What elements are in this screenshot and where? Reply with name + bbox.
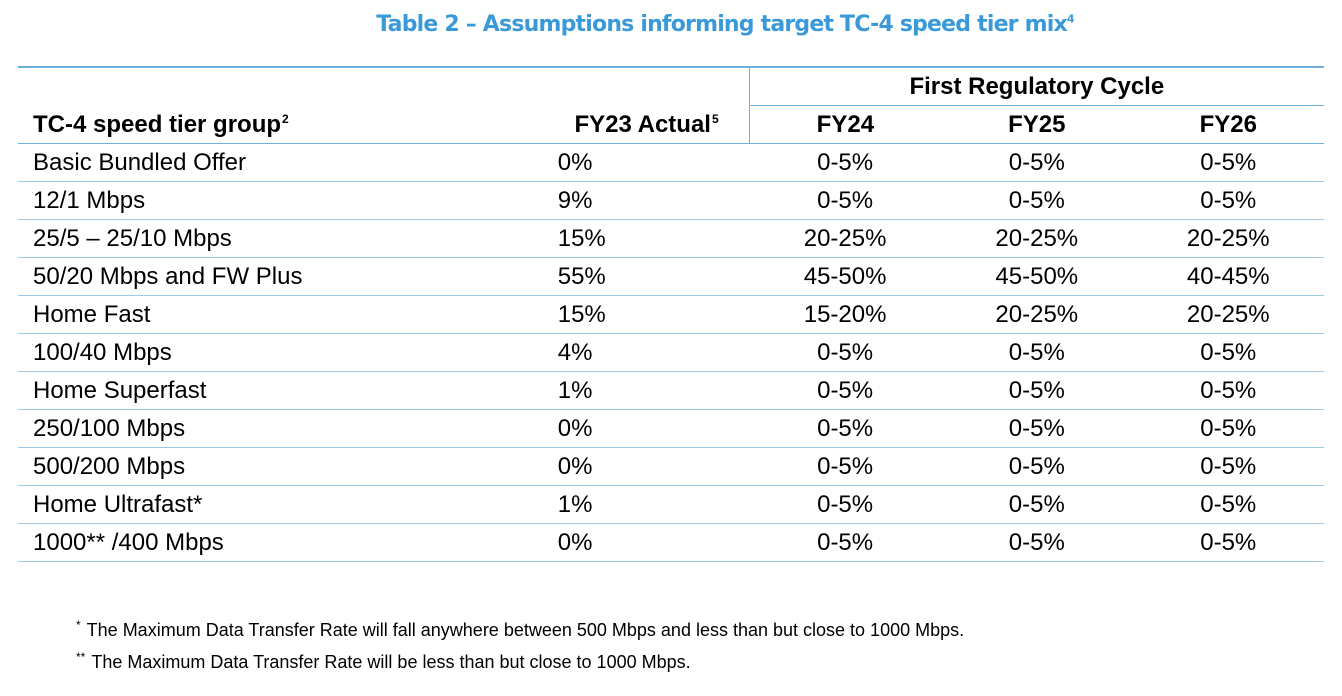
header-fy23-actual: FY23 Actual5 — [477, 105, 750, 144]
fy26-cell: 0-5% — [1132, 523, 1324, 562]
fy24-cell: 0-5% — [749, 181, 942, 220]
fy23-cell: 1% — [477, 485, 750, 524]
table-title: Table 2 – Assumptions informing target T… — [0, 12, 1342, 37]
fy25-cell: 0-5% — [941, 371, 1133, 410]
table-row: 50/20 Mbps and FW Plus 55% 45-50% 45-50% 40-… — [18, 257, 1324, 296]
tier-group-cell: Home Ultrafast* — [18, 485, 478, 524]
group-header-row: First Regulatory Cycle — [18, 66, 1324, 106]
tier-group-cell: Home Fast — [18, 295, 478, 334]
tier-group-cell: 25/5 – 25/10 Mbps — [18, 219, 478, 258]
header-tier-group-label: TC-4 speed tier group — [33, 110, 282, 138]
header-tier-group-footnote-ref: 2 — [282, 111, 289, 126]
tier-group-cell: Home Superfast — [18, 371, 478, 410]
fy23-cell: 0% — [477, 409, 750, 448]
fy23-cell: 1% — [477, 371, 750, 410]
fy26-cell: 40-45% — [1132, 257, 1324, 296]
tier-group-cell: Basic Bundled Offer — [18, 143, 478, 182]
tier-group-cell: 1000** /400 Mbps — [18, 523, 478, 562]
fy26-cell: 0-5% — [1132, 447, 1324, 486]
fy24-cell: 20-25% — [749, 219, 942, 258]
fy24-cell: 0-5% — [749, 447, 942, 486]
tier-group-cell: 500/200 Mbps — [18, 447, 478, 486]
table-row: 12/1 Mbps 9% 0-5% 0-5% 0-5% — [18, 181, 1324, 220]
fy23-cell: 0% — [477, 523, 750, 562]
fy24-cell: 0-5% — [749, 143, 942, 182]
header-fy24: FY24 — [748, 105, 942, 144]
fy23-cell: 15% — [477, 295, 750, 334]
footnote-1: * The Maximum Data Transfer Rate will fal… — [76, 618, 965, 652]
footnote-2: ** The Maximum Data Transfer Rate will be… — [76, 650, 964, 684]
fy23-cell: 15% — [477, 219, 750, 258]
tier-group-cell: 12/1 Mbps — [18, 181, 478, 220]
fy23-cell: 55% — [477, 257, 750, 296]
fy25-cell: 45-50% — [941, 257, 1133, 296]
tier-group-cell: 100/40 Mbps — [18, 333, 478, 372]
header-fy23-label: FY23 Actual — [574, 110, 711, 138]
table-row: Basic Bundled Offer 0% 0-5% 0-5% 0-5% — [18, 143, 1324, 182]
tier-group-cell: 250/100 Mbps — [18, 409, 478, 448]
fy25-cell: 0-5% — [941, 333, 1133, 372]
fy24-cell: 0-5% — [749, 333, 942, 372]
fy26-cell: 0-5% — [1132, 371, 1324, 410]
tier-group-cell: 50/20 Mbps and FW Plus — [18, 257, 478, 296]
table-row: 1000** /400 Mbps 0% 0-5% 0-5% 0-5% — [18, 523, 1324, 562]
table-row: 250/100 Mbps 0% 0-5% 0-5% 0-5% — [18, 409, 1324, 448]
fy26-cell: 20-25% — [1132, 219, 1324, 258]
fy23-cell: 0% — [477, 447, 750, 486]
empty-header-cell — [18, 66, 478, 106]
fy25-cell: 20-25% — [941, 295, 1133, 334]
empty-header-cell — [477, 66, 750, 106]
table-row: 25/5 – 25/10 Mbps 15% 20-25% 20-25% 20-25% — [18, 219, 1324, 258]
table-title-text: Table 2 – Assumptions informing target T… — [376, 12, 1067, 37]
footnote-2-mark: ** — [76, 650, 86, 664]
fy25-cell: 0-5% — [941, 523, 1133, 562]
footnote-1-text: The Maximum Data Transfer Rate will fall… — [86, 620, 965, 640]
fy23-cell: 4% — [477, 333, 750, 372]
fy26-cell: 0-5% — [1132, 409, 1324, 448]
table-row: Home Ultrafast* 1% 0-5% 0-5% 0-5% — [18, 485, 1324, 524]
footnote-1-mark: * — [76, 618, 81, 632]
fy24-cell: 0-5% — [749, 371, 942, 410]
fy26-cell: 0-5% — [1132, 485, 1324, 524]
table-row: Home Fast 15% 15-20% 20-25% 20-25% — [18, 295, 1324, 334]
table-body: Basic Bundled Offer 0% 0-5% 0-5% 0-5% 12/1 Mb… — [18, 143, 1324, 562]
fy25-cell: 0-5% — [941, 485, 1133, 524]
table-row: Home Superfast 1% 0-5% 0-5% 0-5% — [18, 371, 1324, 410]
column-header-row: TC-4 speed tier group2 FY23 Actual5 FY24… — [18, 105, 1324, 144]
header-tier-group: TC-4 speed tier group2 — [18, 105, 478, 144]
regulatory-cycle-header: First Regulatory Cycle — [748, 66, 1324, 106]
fy25-cell: 20-25% — [941, 219, 1133, 258]
header-fy25: FY25 — [941, 105, 1133, 144]
fy26-cell: 0-5% — [1132, 333, 1324, 372]
fy24-cell: 0-5% — [749, 485, 942, 524]
fy26-cell: 0-5% — [1132, 181, 1324, 220]
fy25-cell: 0-5% — [941, 409, 1133, 448]
fy23-cell: 0% — [477, 143, 750, 182]
table-row: 100/40 Mbps 4% 0-5% 0-5% 0-5% — [18, 333, 1324, 372]
fy25-cell: 0-5% — [941, 143, 1133, 182]
fy23-cell: 9% — [477, 181, 750, 220]
fy26-cell: 0-5% — [1132, 143, 1324, 182]
speed-tier-table: First Regulatory Cycle TC-4 speed tier g… — [18, 66, 1324, 562]
fy24-cell: 45-50% — [749, 257, 942, 296]
fy26-cell: 20-25% — [1132, 295, 1324, 334]
fy25-cell: 0-5% — [941, 181, 1133, 220]
table-row: 500/200 Mbps 0% 0-5% 0-5% 0-5% — [18, 447, 1324, 486]
fy24-cell: 0-5% — [749, 523, 942, 562]
fy25-cell: 0-5% — [941, 447, 1133, 486]
header-fy26: FY26 — [1132, 105, 1324, 144]
fy24-cell: 0-5% — [749, 409, 942, 448]
header-fy23-footnote-ref: 5 — [711, 111, 719, 126]
fy24-cell: 15-20% — [749, 295, 942, 334]
footnotes: * The Maximum Data Transfer Rate will fal… — [76, 618, 965, 684]
table-title-footnote-ref: 4 — [1066, 12, 1075, 26]
footnote-2-text: The Maximum Data Transfer Rate will be l… — [91, 652, 691, 672]
